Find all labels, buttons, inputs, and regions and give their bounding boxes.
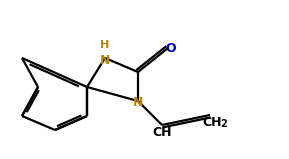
Text: CH: CH [152,125,172,138]
Text: N: N [133,97,143,110]
Text: O: O [166,41,176,55]
Text: CH: CH [202,115,222,128]
Text: N: N [100,53,110,66]
Text: H: H [100,40,110,50]
Text: 2: 2 [221,119,227,129]
